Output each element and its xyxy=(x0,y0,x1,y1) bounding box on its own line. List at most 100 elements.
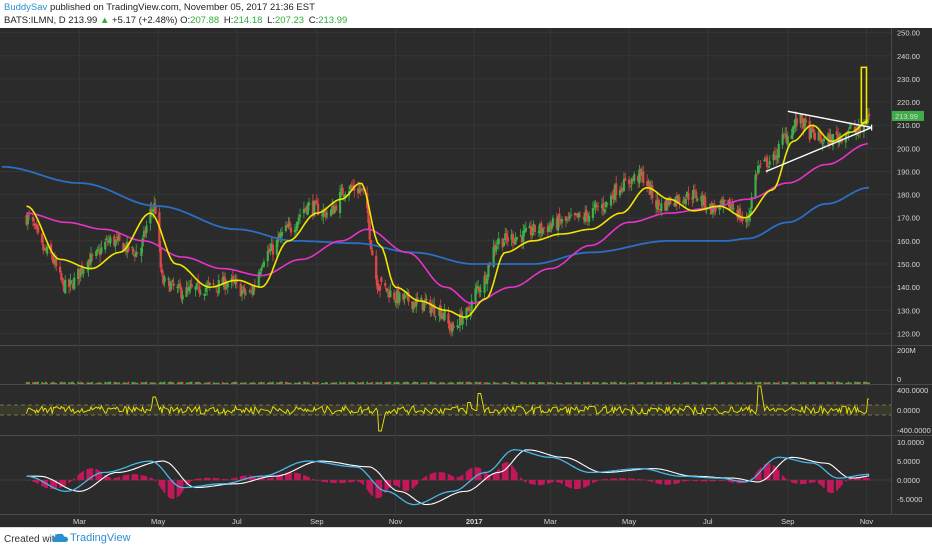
low-value: 207.23 xyxy=(275,15,304,26)
candle xyxy=(105,239,107,240)
candle xyxy=(592,208,594,218)
tradingview-link[interactable]: TradingView xyxy=(52,532,131,544)
candle xyxy=(588,216,590,222)
candle xyxy=(836,131,838,134)
candle xyxy=(805,120,807,123)
candle xyxy=(723,200,725,202)
price-pane[interactable] xyxy=(0,28,891,345)
candle xyxy=(602,203,604,210)
candle xyxy=(569,217,571,219)
volume-bar xyxy=(597,382,599,384)
volume-bar xyxy=(444,383,446,384)
macd-tick-label: 5.0000 xyxy=(897,457,920,466)
macd-histogram-bar xyxy=(805,480,807,484)
cci-tick-label: -400.0000 xyxy=(897,426,931,435)
volume-bar xyxy=(200,383,202,384)
macd-histogram-bar xyxy=(543,480,545,485)
volume-bar xyxy=(263,382,265,384)
candle xyxy=(731,204,733,208)
volume-bar xyxy=(688,382,690,384)
candle xyxy=(462,317,464,325)
macd-histogram-bar xyxy=(823,480,825,488)
volume-bar xyxy=(525,383,527,384)
candle xyxy=(552,218,554,226)
macd-histogram-bar xyxy=(119,477,121,481)
candle xyxy=(551,225,553,229)
volume-bar xyxy=(308,383,310,384)
candle xyxy=(209,283,211,285)
candle xyxy=(458,327,460,328)
candle xyxy=(371,250,373,255)
candle xyxy=(811,126,813,130)
macd-histogram-bar xyxy=(362,480,364,485)
volume-bar xyxy=(254,383,256,384)
candle xyxy=(474,289,476,302)
candle xyxy=(203,294,205,296)
up-arrow-icon: ▲ xyxy=(100,15,109,26)
volume-bar xyxy=(787,382,789,384)
candle xyxy=(213,283,215,284)
volume-bar xyxy=(588,382,590,384)
macd-histogram-bar xyxy=(344,480,346,483)
volume-bar xyxy=(823,382,825,384)
candle xyxy=(173,283,175,286)
price-tick-label: 150.00 xyxy=(897,260,920,269)
candle xyxy=(531,233,533,235)
volume-bar xyxy=(290,383,292,384)
volume-bar xyxy=(362,382,364,384)
candle xyxy=(276,240,278,254)
price-tick-label: 170.00 xyxy=(897,214,920,223)
volume-bar xyxy=(850,382,852,384)
volume-pane[interactable] xyxy=(0,346,891,384)
candle xyxy=(850,125,852,126)
macd-histogram-bar xyxy=(155,480,157,481)
time-tick-label: May xyxy=(151,517,165,526)
volume-bar xyxy=(814,382,816,384)
volume-bar xyxy=(408,382,410,384)
candle xyxy=(543,227,545,228)
macd-histogram-bar xyxy=(200,478,202,480)
candle xyxy=(732,208,734,209)
candle xyxy=(405,295,407,296)
candle xyxy=(597,206,599,207)
volume-bar xyxy=(344,383,346,384)
macd-histogram-bar xyxy=(308,477,310,480)
candle xyxy=(763,160,765,162)
volume-bar xyxy=(552,383,554,384)
macd-histogram-bar xyxy=(164,480,166,493)
chart-area[interactable]: 250.00240.00230.00220.00210.00200.00190.… xyxy=(0,27,932,527)
time-tick-label: Mar xyxy=(544,517,557,526)
volume-bar xyxy=(128,382,130,384)
volume-bar xyxy=(543,382,545,384)
candle xyxy=(152,209,154,212)
volume-bar xyxy=(733,383,735,384)
candle xyxy=(868,114,870,117)
volume-bar xyxy=(841,382,843,384)
candle xyxy=(578,213,580,217)
candle xyxy=(456,325,458,327)
candle xyxy=(480,291,482,292)
candle xyxy=(200,293,202,294)
price-tick-label: 240.00 xyxy=(897,52,920,61)
candle xyxy=(423,302,425,312)
volume-bar xyxy=(570,383,572,384)
candle xyxy=(542,229,544,234)
volume-bar xyxy=(37,382,39,384)
author-link[interactable]: BuddySav xyxy=(4,2,47,13)
candle xyxy=(263,262,265,267)
chart-header: BuddySav published on TradingView.com, N… xyxy=(0,0,932,27)
macd-histogram-bar xyxy=(615,478,617,480)
macd-histogram-bar xyxy=(326,480,328,482)
candle xyxy=(628,180,630,185)
macd-histogram-bar xyxy=(453,477,455,481)
candle xyxy=(787,136,789,145)
candle xyxy=(534,225,536,232)
candle xyxy=(596,205,598,206)
volume-bar xyxy=(751,383,753,384)
price-tick-label: 200.00 xyxy=(897,144,920,153)
candle xyxy=(760,164,762,165)
price-change: +5.17 (+2.48%) xyxy=(112,15,178,26)
time-tick-label: Sep xyxy=(781,517,794,526)
volume-bar xyxy=(399,383,401,384)
candle xyxy=(651,185,653,198)
